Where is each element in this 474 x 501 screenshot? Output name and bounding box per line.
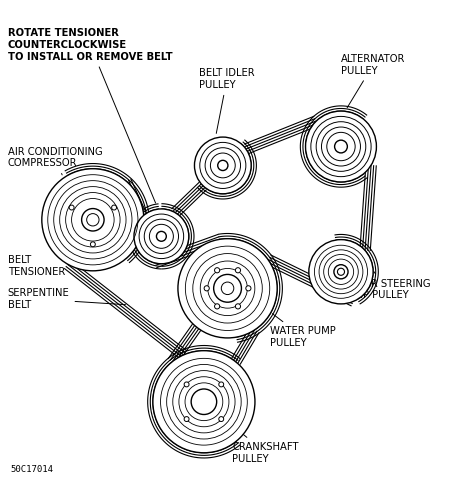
- Circle shape: [335, 140, 347, 153]
- Circle shape: [153, 351, 255, 453]
- Circle shape: [134, 209, 189, 264]
- Circle shape: [219, 382, 224, 387]
- Circle shape: [111, 205, 117, 210]
- Circle shape: [191, 389, 217, 414]
- Text: 50C17014: 50C17014: [10, 464, 53, 473]
- Text: WATER PUMP
PULLEY: WATER PUMP PULLEY: [270, 314, 336, 348]
- Text: ROTATE TENSIONER
COUNTERCLOCKWISE
TO INSTALL OR REMOVE BELT: ROTATE TENSIONER COUNTERCLOCKWISE TO INS…: [8, 29, 173, 203]
- Text: BELT IDLER
PULLEY: BELT IDLER PULLEY: [199, 68, 255, 133]
- Circle shape: [309, 239, 373, 304]
- Circle shape: [82, 208, 104, 231]
- Circle shape: [194, 137, 251, 194]
- Text: AIR CONDITIONING
COMPRESSOR: AIR CONDITIONING COMPRESSOR: [8, 146, 102, 175]
- Text: SERPENTINE
BELT: SERPENTINE BELT: [8, 288, 126, 310]
- Circle shape: [204, 286, 210, 291]
- Circle shape: [87, 213, 99, 226]
- Circle shape: [215, 268, 220, 273]
- Circle shape: [42, 169, 144, 271]
- Circle shape: [337, 268, 345, 276]
- Text: POWER STEERING
PUMP PULLEY: POWER STEERING PUMP PULLEY: [341, 272, 430, 301]
- Circle shape: [214, 275, 241, 302]
- Circle shape: [246, 286, 251, 291]
- Circle shape: [306, 111, 376, 182]
- Text: ALTERNATOR
PULLEY: ALTERNATOR PULLEY: [341, 54, 405, 108]
- Circle shape: [218, 160, 228, 170]
- Circle shape: [236, 268, 240, 273]
- Circle shape: [69, 205, 74, 210]
- Circle shape: [178, 238, 277, 338]
- Circle shape: [184, 417, 189, 421]
- Circle shape: [184, 382, 189, 387]
- Text: BELT
TENSIONER: BELT TENSIONER: [8, 255, 111, 277]
- Text: CRANKSHAFT
PULLEY: CRANKSHAFT PULLEY: [232, 427, 299, 463]
- Circle shape: [91, 242, 95, 246]
- Circle shape: [215, 304, 220, 309]
- Circle shape: [219, 417, 224, 421]
- Circle shape: [221, 282, 234, 295]
- Circle shape: [236, 304, 240, 309]
- Circle shape: [334, 265, 348, 279]
- Circle shape: [156, 231, 166, 241]
